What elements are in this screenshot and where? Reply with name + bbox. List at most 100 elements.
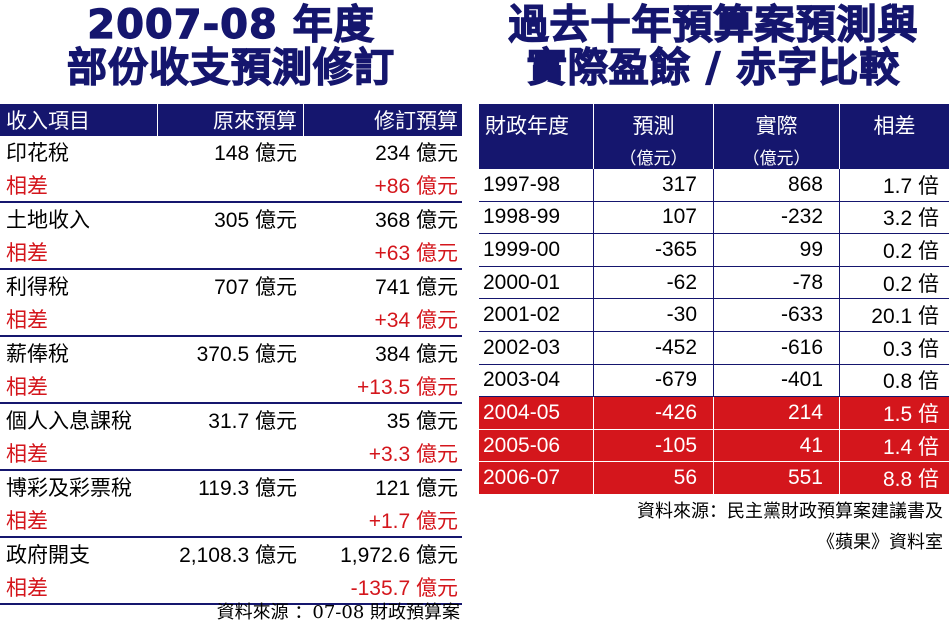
difference-row: 相差 +34 億元 xyxy=(0,303,462,336)
difference-multiple: 0.3 倍 xyxy=(839,331,949,364)
forecast-value: 107 xyxy=(593,201,713,234)
revised-budget: 368 億元 xyxy=(375,209,458,233)
actual-value: 41 xyxy=(713,429,839,462)
table-row: 博彩及彩票稅 119.3 億元 121 億元 xyxy=(0,471,462,504)
forecast-value: -679 xyxy=(593,364,713,397)
empty-cell xyxy=(157,370,303,403)
difference-value: +86 億元 xyxy=(374,174,458,198)
original-budget: 707 億元 xyxy=(214,276,297,300)
item-name: 利得稅 xyxy=(6,276,69,300)
difference-multiple: 20.1 倍 xyxy=(839,299,949,331)
revised-budget: 1,972.6 億元 xyxy=(340,544,458,568)
revised-budget: 384 億元 xyxy=(375,343,458,367)
difference-label: 相差 xyxy=(6,241,48,265)
table-row: 1997-98 317 868 1.7 倍 xyxy=(479,169,949,202)
original-budget: 2,108.3 億元 xyxy=(179,544,297,568)
header-actual-unit: （億元） xyxy=(742,149,811,169)
difference-multiple: 1.4 倍 xyxy=(839,429,949,462)
left-title: 2007-08 年度 部份收支預測修訂 xyxy=(0,3,462,92)
table-row: 2001-02 -30 -633 20.1 倍 xyxy=(479,299,949,332)
table-row: 2000-01 -62 -78 0.2 倍 xyxy=(479,266,949,300)
revised-budget: 741 億元 xyxy=(375,276,458,300)
difference-label: 相差 xyxy=(6,576,48,600)
right-source-note: 資料來源：民主黨財政預算案建議書及 《蘋果》資料室 xyxy=(479,496,943,558)
difference-row: 相差 +86 億元 xyxy=(0,169,462,202)
table-row: 個人入息課稅 31.7 億元 35 億元 xyxy=(0,404,462,437)
revenue-group: 博彩及彩票稅 119.3 億元 121 億元 相差 +1.7 億元 xyxy=(0,471,462,538)
difference-row: 相差 -135.7 億元 xyxy=(0,571,462,604)
difference-multiple: 3.2 倍 xyxy=(839,201,949,234)
difference-value: +1.7 億元 xyxy=(368,509,458,533)
difference-row: 相差 +1.7 億元 xyxy=(0,504,462,537)
difference-label: 相差 xyxy=(6,375,48,399)
revenue-group: 薪俸稅 370.5 億元 384 億元 相差 +13.5 億元 xyxy=(0,337,462,404)
item-name: 政府開支 xyxy=(6,544,90,568)
forecast-value: -30 xyxy=(593,299,713,331)
forecast-value: 317 xyxy=(593,169,713,201)
header-revised-budget: 修訂預算 xyxy=(303,104,462,136)
table-row: 利得稅 707 億元 741 億元 xyxy=(0,270,462,303)
actual-value: -616 xyxy=(713,331,839,364)
difference-value: +13.5 億元 xyxy=(357,375,458,399)
revenue-revision-table: 收入項目 原來預算 修訂預算 印花稅 148 億元 234 億元相差 +86 億元土地… xyxy=(0,104,462,605)
actual-value: -633 xyxy=(713,299,839,331)
header-item: 收入項目 xyxy=(6,110,90,133)
table-row: 2004-05 -426 214 1.5 倍 xyxy=(479,397,949,430)
left-title-line2: 部份收支預測修訂 xyxy=(66,45,395,92)
fiscal-year: 1999-00 xyxy=(483,237,561,261)
empty-cell xyxy=(157,169,303,202)
difference-label: 相差 xyxy=(6,308,48,332)
difference-multiple: 1.5 倍 xyxy=(839,397,949,429)
difference-value: -135.7 億元 xyxy=(350,576,458,600)
actual-value: -232 xyxy=(713,201,839,234)
header-difference: 相差 xyxy=(839,104,949,169)
table-row: 土地收入 305 億元 368 億元 xyxy=(0,203,462,236)
header-forecast: 預測 （億元） xyxy=(593,104,713,169)
revenue-group: 個人入息課稅 31.7 億元 35 億元 相差 +3.3 億元 xyxy=(0,404,462,471)
header-original-budget: 原來預算 xyxy=(157,104,303,136)
forecast-value: 56 xyxy=(593,462,713,494)
forecast-value: -62 xyxy=(593,266,713,299)
difference-value: +3.3 億元 xyxy=(368,442,458,466)
empty-cell xyxy=(157,303,303,336)
revised-budget: 234 億元 xyxy=(375,142,458,166)
difference-row: 相差 +3.3 億元 xyxy=(0,437,462,470)
right-source-line1: 資料來源：民主黨財政預算案建議書及 xyxy=(637,501,943,522)
right-title-line1: 過去十年預算案預測與 xyxy=(508,2,919,48)
actual-value: -401 xyxy=(713,364,839,397)
original-budget: 119.3 億元 xyxy=(198,477,297,501)
fiscal-year: 2001-02 xyxy=(483,303,561,327)
revenue-group: 利得稅 707 億元 741 億元相差 +34 億元 xyxy=(0,270,462,337)
revenue-group: 印花稅 148 億元 234 億元相差 +86 億元 xyxy=(0,136,462,203)
difference-label: 相差 xyxy=(6,174,48,198)
empty-cell xyxy=(157,236,303,269)
table-row: 政府開支 2,108.3 億元 1,972.6 億元 xyxy=(0,538,462,571)
difference-value: +63 億元 xyxy=(374,241,458,265)
forecast-vs-actual-table: 財政年度 預測 （億元） 實際 （億元） 相差 1997-98 317 868 1.7… xyxy=(479,104,949,495)
item-name: 博彩及彩票稅 xyxy=(6,477,132,501)
table-row: 1999-00 -365 99 0.2 倍 xyxy=(479,234,949,267)
revenue-group: 政府開支 2,108.3 億元 1,972.6 億元相差 -135.7 億元 xyxy=(0,538,462,605)
difference-multiple: 0.8 倍 xyxy=(839,364,949,397)
table-row: 2002-03 -452 -616 0.3 倍 xyxy=(479,331,949,365)
table-row: 2006-07 56 551 8.8 倍 xyxy=(479,462,949,495)
right-title-line2: 實際盈餘 / 赤字比較 xyxy=(526,45,901,92)
item-name: 印花稅 xyxy=(6,142,69,166)
difference-multiple: 0.2 倍 xyxy=(839,234,949,266)
original-budget: 370.5 億元 xyxy=(196,343,297,367)
table-row: 2003-04 -679 -401 0.8 倍 xyxy=(479,364,949,398)
difference-multiple: 1.7 倍 xyxy=(839,169,949,201)
forecast-table-header: 財政年度 預測 （億元） 實際 （億元） 相差 xyxy=(479,104,949,169)
actual-value: 99 xyxy=(713,234,839,266)
difference-label: 相差 xyxy=(6,509,48,533)
revenue-table-body: 印花稅 148 億元 234 億元 相差 +86 億元 土地收入 305 億元 368 億元相… xyxy=(0,136,462,605)
fiscal-year: 2002-03 xyxy=(483,335,561,359)
fiscal-year: 2006-07 xyxy=(483,466,561,490)
revenue-group: 土地收入 305 億元 368 億元相差 +63 億元 xyxy=(0,203,462,270)
difference-multiple: 0.2 倍 xyxy=(839,266,949,299)
original-budget: 148 億元 xyxy=(214,142,297,166)
fiscal-year: 1997-98 xyxy=(483,172,561,196)
forecast-value: -452 xyxy=(593,331,713,364)
empty-cell xyxy=(157,437,303,470)
difference-row: 相差 +13.5 億元 xyxy=(0,370,462,403)
